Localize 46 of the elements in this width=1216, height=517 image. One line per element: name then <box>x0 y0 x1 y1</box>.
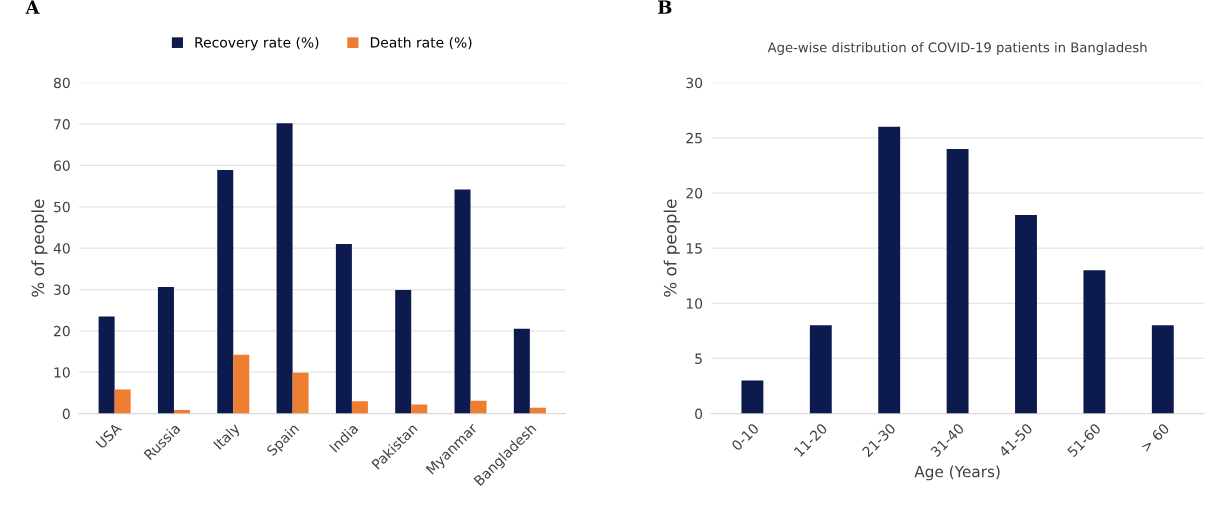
y-axis-title: % of people <box>663 199 680 297</box>
bar <box>114 389 131 414</box>
bar <box>741 380 764 414</box>
y-tick-label: 0 <box>62 408 70 420</box>
chart-title: Age-wise distribution of COVID-19 patients in Bangladesh <box>767 42 1147 55</box>
y-tick-label: 40 <box>53 243 70 254</box>
y-tick-label: 60 <box>54 160 70 171</box>
bar <box>513 328 530 414</box>
y-tick-label: 5 <box>695 353 702 364</box>
bar <box>157 287 174 414</box>
y-tick-label: 20 <box>54 325 70 337</box>
bar <box>276 123 293 414</box>
bar <box>946 148 969 414</box>
y-tick-label: 10 <box>54 367 70 378</box>
text: A <box>25 0 40 14</box>
y-tick-label: 50 <box>54 201 70 213</box>
bar <box>233 354 250 414</box>
bar <box>878 126 901 414</box>
y-tick-label: 20 <box>686 187 703 199</box>
y-tick-label: 0 <box>695 408 703 420</box>
bar <box>98 316 115 414</box>
bar <box>809 325 832 414</box>
y-tick-label: 30 <box>686 77 703 89</box>
y-tick-label: 10 <box>686 298 703 309</box>
y-axis-title: % of people <box>31 199 48 297</box>
text: B <box>658 0 672 14</box>
bar <box>454 189 471 414</box>
bar <box>351 401 368 414</box>
bar <box>217 169 234 414</box>
bar <box>395 289 412 414</box>
bar <box>470 400 487 414</box>
y-tick-label: 30 <box>54 284 70 295</box>
bar <box>1151 325 1174 414</box>
bar <box>1083 270 1106 414</box>
y-tick-label: 70 <box>54 119 70 130</box>
x-axis-title: Age (Years) <box>914 465 1000 481</box>
y-tick-label: 15 <box>686 243 702 254</box>
bar <box>1015 215 1037 414</box>
y-tick-label: 25 <box>686 132 702 144</box>
bar <box>335 244 352 414</box>
y-tick-label: 80 <box>53 77 70 89</box>
legend-label: Recovery rate (%) <box>195 36 319 51</box>
x-tick-label: USA <box>95 422 123 450</box>
x-tick-label: > 60 <box>1140 422 1170 453</box>
bar <box>292 372 309 414</box>
legend-label: Death rate (%) <box>370 36 472 50</box>
